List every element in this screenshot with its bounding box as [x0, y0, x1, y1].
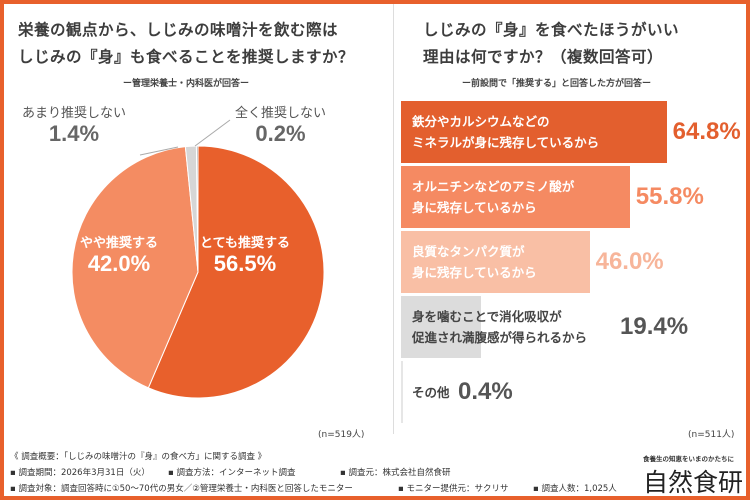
bar-value: 55.8% — [635, 183, 704, 210]
pie-label-not-at-all: 全く推奨しない 0.2% — [235, 102, 326, 147]
bar-value: 19.4% — [620, 313, 689, 340]
bar-label: 鉄分やカルシウムなどのミネラルが身に残存しているから — [412, 111, 599, 153]
pie-label-somewhat: やや推奨する 42.0% — [80, 232, 158, 277]
slice-label: あまり推奨しない — [22, 106, 127, 121]
pie-title: 栄養の観点から、しじみの味噌汁を飲む際は しじみの『身』も食べることを推奨します… — [18, 17, 354, 71]
survey-overview: 《 調査概要：「しじみの味噌汁の『身』の食べ方」に関する調査 》 — [10, 452, 267, 462]
bar-label: オルニチンなどのアミノ酸が 身に残存しているから — [412, 176, 574, 218]
bar-label-line: 身に残存しているから — [412, 200, 537, 215]
divider — [393, 4, 394, 434]
bar — [401, 361, 403, 423]
logo: 自然食研 — [643, 468, 744, 497]
bar-value: 64.8% — [672, 118, 741, 145]
survey-period: ▪ 調査期間：2026年3月31日（火） — [10, 468, 150, 478]
bar-label-line: その他 — [412, 384, 450, 400]
slice-value: 1.4% — [48, 121, 100, 146]
bar-value: 0.4% — [458, 378, 513, 405]
bar-label: 身を噛むことで消化吸収が促進され満腹感が得られるから — [412, 306, 587, 348]
bar-label-line: 促進され満腹感が得られるから — [412, 330, 588, 345]
survey-provider: ▪ モニター提供元：サクリサ — [398, 484, 509, 494]
pie-subtitle: ー管理栄養士・内科医が回答ー — [123, 79, 250, 89]
bar-title-line: しじみの『身』を食べたほうがいい — [423, 21, 680, 39]
bar-subtitle: ー前設問で「推奨する」と回答した方が回答ー — [462, 79, 652, 89]
slice-label: 全く推奨しない — [235, 106, 327, 121]
pie-slice — [71, 146, 199, 389]
bar-label: その他 — [412, 382, 450, 403]
pie-title-line: 栄養の観点から、しじみの味噌汁を飲む際は — [18, 21, 339, 39]
bar-title-line: 理由は何ですか？（複数回答可） — [423, 48, 664, 66]
survey-method: ▪ 調査方法：インターネット調査 — [168, 468, 296, 478]
pie-slice — [147, 145, 325, 399]
pie-label-very: とても推奨する 56.5% — [200, 232, 290, 277]
bar-label-line: ミネラルが身に残存しているから — [412, 135, 600, 150]
bar — [401, 101, 667, 163]
bar — [401, 166, 630, 228]
slice-label: とても推奨する — [200, 236, 290, 251]
bar-sample-size: (n=511人) — [688, 430, 735, 440]
slice-value: 42.0% — [87, 251, 151, 276]
bar-label-line: 身を噛むことで消化吸収が — [412, 309, 562, 324]
leader-line — [194, 119, 231, 147]
pie-sample-size: (n=519人) — [318, 430, 365, 440]
logo-tagline: 食養生の知恵をいまのかたちに — [643, 455, 734, 463]
slice-value: 56.5% — [213, 251, 277, 276]
bar-value: 46.0% — [595, 248, 664, 275]
pie-label-not-much: あまり推奨しない 1.4% — [22, 102, 126, 147]
bar-title: しじみの『身』を食べたほうがいい 理由は何ですか？（複数回答可） — [423, 17, 679, 71]
slice-value: 0.2% — [255, 121, 306, 146]
bar — [401, 231, 590, 293]
survey-source: ▪ 調査元：株式会社自然食研 — [340, 468, 451, 478]
survey-count: ▪ 調査人数：1,025人 — [533, 484, 617, 494]
leader-line — [139, 146, 179, 156]
bar — [401, 296, 481, 358]
bar-label: 良質なタンパク質が 身に残存しているから — [412, 241, 537, 283]
bar-label-line: 身に残存しているから — [412, 265, 537, 280]
survey-target: ▪ 調査対象：調査回答時に①50～70代の男女／②管理栄養士・内科医と回答したモ… — [10, 484, 353, 494]
pie-title-line: しじみの『身』も食べることを推奨しますか？ — [18, 48, 355, 66]
pie-slice — [195, 145, 199, 273]
bar-label-line: 鉄分やカルシウムなどの — [412, 114, 550, 129]
bar-label-line: オルニチンなどのアミノ酸が — [412, 179, 575, 194]
slice-label: やや推奨する — [80, 236, 159, 251]
bar-label-line: 良質なタンパク質が — [412, 244, 525, 259]
